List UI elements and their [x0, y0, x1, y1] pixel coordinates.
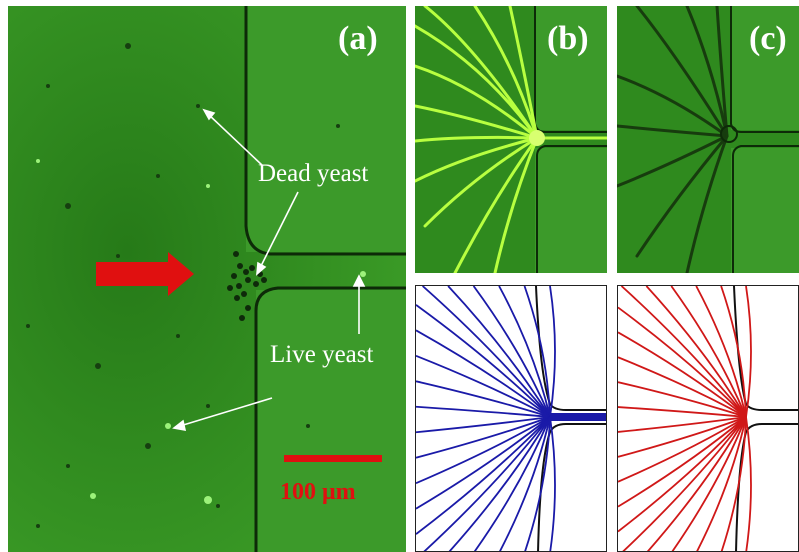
sim-c-streamline: [618, 416, 747, 433]
sim-c-streamline: [745, 416, 752, 551]
sim-c-streamline: [618, 406, 747, 418]
sim-b-streamline: [523, 286, 551, 418]
live-yeast-bright-spots: [36, 159, 366, 504]
sim-b-streamline: [416, 329, 551, 418]
micrograph-a-graphic: [8, 6, 406, 552]
sim-b-streamline: [549, 416, 556, 551]
scale-bar-label: 100 μm: [280, 479, 356, 505]
simulation-panel-b: [415, 285, 607, 552]
sim-b-upper-wall: [535, 286, 606, 411]
sim-c-streamline: [618, 416, 747, 533]
sim-b-streamline: [524, 416, 551, 551]
lower-wall-edge: [254, 286, 406, 552]
sim-c-streamline: [720, 286, 747, 418]
sim-c-streamline: [720, 416, 747, 551]
sim-b-streamline: [472, 286, 551, 418]
micrograph-b-graphic: [415, 6, 607, 273]
simulation-c-streamlines: [618, 286, 798, 551]
sim-c-streamline: [620, 286, 747, 418]
upper-pillar: [246, 6, 406, 252]
sim-b-streamline: [416, 416, 551, 434]
sim-b-streamline: [416, 380, 551, 418]
sim-c-streamline: [618, 381, 747, 418]
upper-wall-edge: [244, 6, 406, 256]
sim-c-streamline: [618, 331, 747, 418]
dead-yeast-label: Dead yeast: [258, 160, 369, 187]
lower-pillar: [256, 290, 406, 552]
fluorescent-streaks: [415, 6, 607, 273]
sim-b-streamline: [448, 416, 551, 551]
sim-c-streamline: [646, 416, 747, 551]
simulation-b-streamlines: [416, 286, 606, 551]
sim-c-streamline: [670, 286, 747, 418]
scale-bar: [284, 455, 382, 462]
junction-glow: [529, 130, 545, 146]
sim-c-lower-wall: [735, 423, 798, 551]
sim-c-streamline: [622, 416, 747, 551]
sim-c-streamline: [645, 286, 747, 418]
simulation-panel-c: [617, 285, 799, 552]
sim-c-streamline: [618, 416, 747, 483]
sim-c-streamline: [618, 416, 747, 458]
dark-particle-streaks: [617, 6, 729, 273]
junction-ring: [720, 125, 738, 143]
sim-b-streamline: [416, 354, 551, 418]
sim-b-streamline: [416, 416, 551, 510]
sim-b-streamline: [499, 416, 551, 551]
flow-direction-arrow: [96, 252, 194, 296]
sim-b-streamline: [498, 286, 551, 418]
annotation-arrows: [172, 108, 366, 432]
live-yeast-label: Live yeast: [270, 341, 374, 368]
sim-c-streamline: [618, 416, 747, 508]
background-particles: [26, 43, 340, 528]
sim-c-streamline: [618, 306, 747, 418]
micrograph-c-graphic: [617, 6, 799, 273]
sim-b-streamline: [416, 416, 551, 459]
micrograph-panel-a: (a) Dead yeast Live yeast 100 μm: [8, 6, 406, 552]
sim-c-streamline: [618, 356, 747, 418]
sim-b-streamline: [447, 286, 551, 418]
panel-label-b: (b): [547, 20, 589, 57]
sim-b-streamline: [416, 416, 551, 535]
micrograph-panel-c: (c): [617, 6, 799, 273]
sim-b-streamline: [416, 405, 551, 418]
sim-b-streamline: [416, 416, 551, 485]
panel-label-c: (c): [749, 20, 787, 57]
sim-c-streamline: [671, 416, 747, 551]
sim-c-streamline: [745, 286, 752, 418]
sim-b-outlet-stream: [550, 413, 606, 421]
dead-yeast-cluster: [227, 251, 267, 321]
sim-b-streamline: [423, 416, 551, 551]
sim-c-streamline: [695, 286, 747, 418]
sim-b-streamline: [422, 286, 551, 418]
micrograph-panel-b: (b): [415, 6, 607, 273]
sim-c-streamline: [696, 416, 747, 551]
panel-label-a: (a): [338, 20, 378, 57]
sim-b-streamline: [549, 286, 556, 418]
sim-b-streamline: [416, 304, 551, 418]
sim-b-streamline: [473, 416, 551, 551]
